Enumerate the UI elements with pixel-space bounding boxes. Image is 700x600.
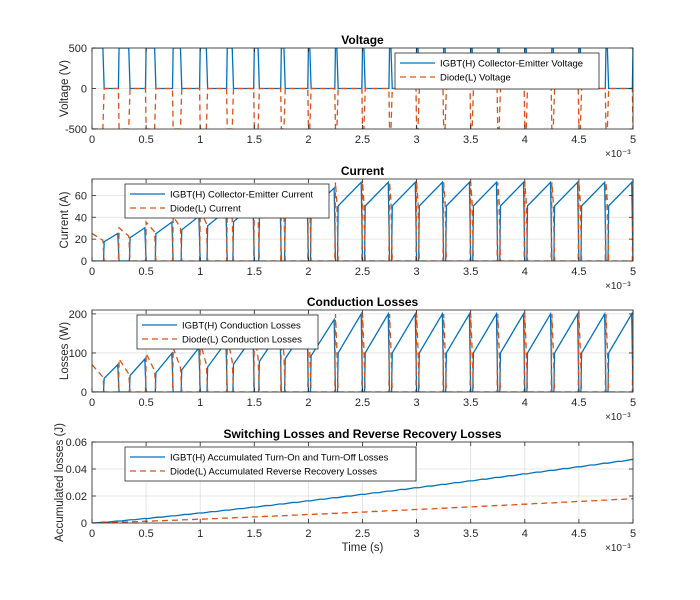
x-tick-label: 1 [197, 528, 203, 540]
y-tick-label: 40 [75, 212, 87, 224]
x-tick-label: 5 [630, 528, 636, 540]
x-axis-label: Time (s) [342, 542, 384, 554]
legend-entry: IGBT(H) Accumulated Turn-On and Turn-Off… [170, 453, 389, 464]
x-tick-label: 0.5 [138, 397, 153, 409]
x-tick-label: 3.5 [463, 397, 478, 409]
y-tick-label: 0 [81, 387, 87, 399]
y-tick-label: 0 [81, 256, 87, 268]
x-exponent-label: ×10⁻³ [605, 543, 631, 554]
x-tick-label: 5 [630, 266, 636, 278]
y-axis-label: Voltage (V) [59, 60, 71, 117]
y-axis-label: Accumulated losses (J) [54, 423, 66, 542]
legend-box [136, 314, 319, 350]
y-tick-label: 200 [69, 309, 87, 321]
legend-box [124, 183, 330, 219]
x-tick-label: 4.5 [571, 134, 586, 146]
y-tick-label: 500 [69, 43, 87, 55]
series-line-diode [92, 498, 633, 523]
x-tick-label: 3.5 [463, 528, 478, 540]
x-tick-label: 1 [197, 266, 203, 278]
x-tick-label: 2 [305, 134, 311, 146]
x-tick-label: 1.5 [247, 134, 262, 146]
x-tick-label: 4.5 [571, 266, 586, 278]
legend-entry: Diode(L) Accumulated Reverse Recovery Lo… [170, 467, 377, 478]
y-tick-label: 0 [81, 518, 87, 530]
x-tick-label: 4.5 [571, 528, 586, 540]
legend-entry: IGBT(H) Conduction Losses [182, 321, 301, 332]
x-tick-label: 0 [89, 397, 95, 409]
legend-box [394, 52, 600, 90]
legend-entry: Diode(L) Current [170, 204, 241, 215]
legend-entry: Diode(L) Voltage [440, 73, 511, 84]
x-tick-label: 0 [89, 266, 95, 278]
x-tick-label: 3 [414, 134, 420, 146]
subplot-4: 0 0.5 1 1.5 2 2.5 3 3.5 4 4.5 5 0 0.02 0.04 0.06 ×10⁻³ S… [54, 423, 636, 554]
x-exponent-label: ×10⁻³ [605, 149, 631, 160]
y-tick-label: 20 [75, 234, 87, 246]
y-axis-label: Losses (W) [59, 322, 71, 380]
x-tick-label: 1 [197, 397, 203, 409]
x-exponent-label: ×10⁻³ [605, 281, 631, 292]
x-tick-label: 0 [89, 134, 95, 146]
y-axis-label: Current (A) [59, 191, 71, 248]
x-tick-label: 1.5 [247, 266, 262, 278]
legend-entry: IGBT(H) Collector-Emitter Current [170, 190, 313, 201]
y-tick-label: 0 [81, 84, 87, 96]
legend: IGBT(H) Collector-Emitter Current Diode(L… [124, 183, 330, 219]
x-tick-label: 5 [630, 397, 636, 409]
x-tick-label: 3 [414, 528, 420, 540]
x-tick-label: 3.5 [463, 266, 478, 278]
y-tick-label: 0.04 [66, 464, 87, 476]
subplot-1: 0 0.5 1 1.5 2 2.5 3 3.5 4 4.5 5-5000500×10⁻³Voltag… [59, 33, 636, 160]
x-tick-label: 3 [414, 397, 420, 409]
plots: 0 0.5 1 1.5 2 2.5 3 3.5 4 4.5 5-5000500×10⁻³Voltag… [54, 33, 636, 554]
y-tick-label: 0.02 [66, 491, 87, 503]
x-tick-label: 4 [522, 397, 528, 409]
y-tick-label: 100 [69, 348, 87, 360]
subplot-2: 0 0.5 1 1.5 2 2.5 3 3.5 4 4.5 5 0 20 40 60 ×10⁻³ Current… [59, 164, 636, 292]
x-tick-label: 2 [305, 528, 311, 540]
x-tick-label: 1 [197, 134, 203, 146]
chart-title: Current [341, 164, 384, 178]
x-tick-label: 1.5 [247, 397, 262, 409]
y-tick-label: 60 [75, 190, 87, 202]
y-tick-label: 0.06 [66, 437, 87, 449]
series-line-igbt [92, 458, 633, 523]
x-tick-label: 2.5 [355, 134, 370, 146]
x-tick-label: 3.5 [463, 134, 478, 146]
legend-box [124, 446, 417, 482]
x-tick-label: 0 [89, 528, 95, 540]
x-tick-label: 4 [522, 528, 528, 540]
chart-title: Conduction Losses [307, 295, 419, 309]
series-line-igbt [92, 311, 633, 392]
x-tick-label: 4 [522, 266, 528, 278]
x-tick-label: 2 [305, 266, 311, 278]
x-tick-label: 2.5 [355, 266, 370, 278]
x-tick-label: 5 [630, 134, 636, 146]
x-tick-label: 2 [305, 397, 311, 409]
legend-entry: IGBT(H) Collector-Emitter Voltage [440, 59, 583, 70]
subplot-3: 0 0.5 1 1.5 2 2.5 3 3.5 4 4.5 5 0 100 200 ×10⁻³ Conduct… [59, 295, 636, 423]
x-tick-label: 4 [522, 134, 528, 146]
y-tick-label: -500 [65, 124, 87, 136]
chart-title: Voltage [341, 33, 384, 47]
x-tick-label: 0.5 [138, 134, 153, 146]
x-tick-label: 2.5 [355, 528, 370, 540]
legend-entry: Diode(L) Conduction Losses [182, 335, 302, 346]
legend: IGBT(H) Conduction Losses Diode(L) Conduc… [136, 314, 319, 350]
x-exponent-label: ×10⁻³ [605, 412, 631, 423]
x-tick-label: 1.5 [247, 528, 262, 540]
chart-title: Switching Losses and Reverse Recovery Lo… [223, 427, 501, 441]
x-tick-label: 3 [414, 266, 420, 278]
x-tick-label: 2.5 [355, 397, 370, 409]
legend: IGBT(H) Collector-Emitter Voltage Diode(L… [394, 52, 600, 90]
legend: IGBT(H) Accumulated Turn-On and Turn-Off… [124, 446, 417, 482]
x-tick-label: 0.5 [138, 528, 153, 540]
x-tick-label: 4.5 [571, 397, 586, 409]
x-tick-label: 0.5 [138, 266, 153, 278]
